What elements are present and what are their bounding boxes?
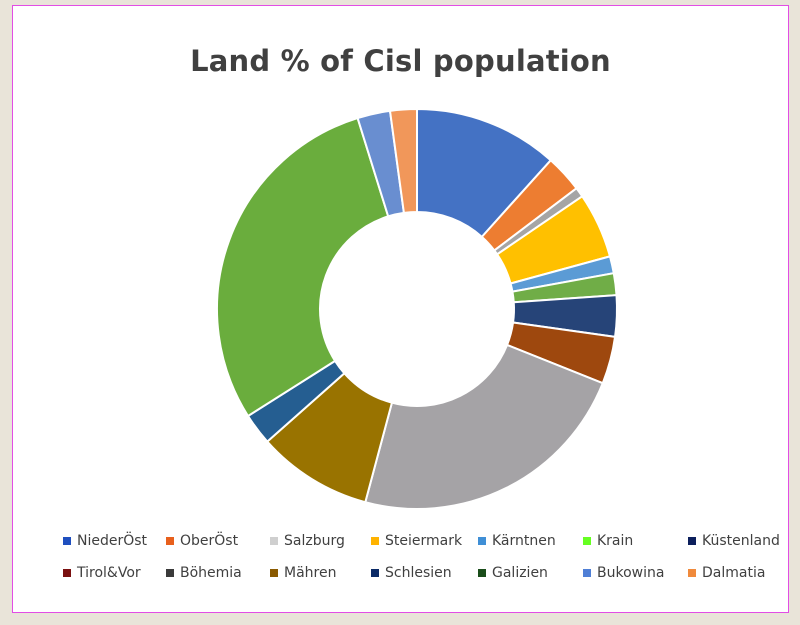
legend-swatch [270,537,278,545]
legend-item: Dalmatia [688,565,765,581]
legend-item: Salzburg [270,533,345,549]
legend-item: Krain [583,533,633,549]
legend-swatch [583,537,591,545]
legend-label: Steiermark [385,533,463,549]
legend-item: Böhemia [166,565,242,581]
legend-swatch [478,537,486,545]
legend-label: Schlesien [385,565,452,581]
legend-label: Salzburg [284,533,345,549]
legend-swatch [270,569,278,577]
legend-swatch [688,569,696,577]
legend-item: Tirol&Vor [63,565,141,581]
legend-item: Küstenland [688,533,780,549]
legend-label: Tirol&Vor [77,565,141,581]
legend-item: Steiermark [371,533,462,549]
legend-swatch [63,569,71,577]
legend-swatch [166,537,174,545]
chart-frame: Land % of Cisl population NiederÖst OberÖ… [12,5,789,613]
legend-swatch [371,537,379,545]
legend-label: Krain [597,533,634,549]
legend-item: Kärntnen [478,533,556,549]
donut-slice-dalmatia [388,107,418,215]
legend: NiederÖst OberÖst Salzburg Steiermark Kärntn… [63,533,793,603]
donut-chart [216,107,618,510]
legend-swatch [478,569,486,577]
legend-swatch [371,569,379,577]
legend-item: Mähren [270,565,336,581]
chart-title: Land % of Cisl population [190,44,611,78]
legend-swatch [688,537,696,545]
legend-item: OberÖst [166,533,238,549]
legend-swatch [166,569,174,577]
donut-slice-galizien [216,116,390,418]
legend-label: Kärntnen [492,533,556,549]
legend-label: Bukowina [597,565,665,581]
legend-label: NiederÖst [77,533,148,549]
legend-item: Galizien [478,565,548,581]
legend-swatch [63,537,71,545]
donut-slice-b-hemia [364,343,605,510]
legend-item: NiederÖst [63,533,147,549]
legend-label: Mähren [284,565,337,581]
legend-label: Küstenland [702,533,780,549]
legend-item: Bukowina [583,565,664,581]
legend-item: Schlesien [371,565,452,581]
legend-label: Galizien [492,565,548,581]
legend-swatch [583,569,591,577]
legend-label: Dalmatia [702,565,766,581]
legend-label: OberÖst [180,533,239,549]
legend-label: Böhemia [180,565,242,581]
